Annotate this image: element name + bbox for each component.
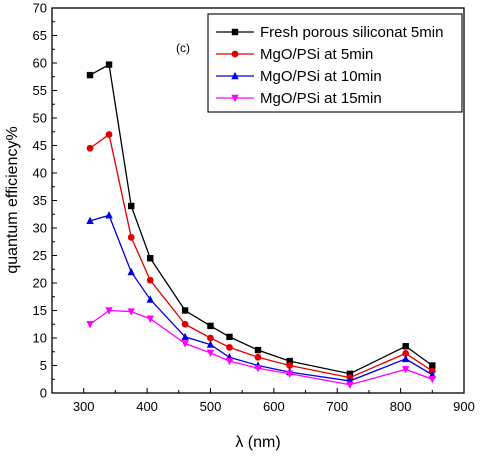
series-line [89,309,433,386]
data-point [428,376,437,384]
y-tick-label: 55 [33,83,47,98]
y-tick-label: 35 [33,193,47,208]
data-point [128,202,135,210]
legend-entry: Fresh porous siliconat 5min [216,24,443,41]
y-tick-label: 65 [33,28,47,43]
data-point [254,353,262,361]
x-tick-label: 300 [73,399,95,414]
y-tick-label: 5 [40,358,47,373]
data-point [181,320,189,328]
data-point [207,322,214,330]
legend-label: MgO/PSi at 10min [260,68,382,85]
data-point [86,321,94,329]
data-point [254,346,262,354]
legend-entry: MgO/PSi at 10min [216,68,382,85]
data-point [86,144,94,152]
data-point [105,61,113,68]
data-point [226,343,233,351]
series-layer [86,61,437,389]
data-point [225,357,234,366]
legend-marker [231,28,239,36]
series-line [89,214,433,382]
y-tick-label: 40 [33,166,47,181]
data-point [286,357,293,365]
panel-annotation: (c) [176,41,190,55]
y-axis-label: quantum efficiency% [4,126,21,273]
data-point [402,350,410,357]
y-tick-label: 0 [40,386,47,401]
legend-entry: MgO/PSi at 15min [216,90,382,107]
series-4 [86,307,437,389]
y-tick-label: 70 [33,1,47,16]
x-tick-label: 900 [453,399,475,414]
data-point [181,307,189,314]
data-point [206,349,215,358]
y-tick-label: 60 [33,56,47,71]
legend-label: MgO/PSi at 5min [260,46,373,63]
data-point [146,276,154,284]
x-tick-label: 700 [326,399,348,414]
y-tick-label: 50 [33,111,47,126]
series-line [89,133,433,379]
data-point [127,267,135,276]
y-tick-label: 30 [33,221,47,236]
data-point [206,340,215,348]
data-point [226,333,233,341]
data-point [105,211,113,219]
data-point [86,216,94,225]
legend-marker [231,71,239,80]
data-point [429,362,436,369]
data-point [254,365,262,373]
axes-layer: 300 400 500 600 700 800 900 0 5 10 15 20 25 30 35 40 45 5… [33,1,475,415]
data-point [127,233,135,241]
series-line [89,63,433,375]
data-point [127,308,135,316]
legend-entry: MgO/PSi at 5min [216,46,373,63]
legend-label: MgO/PSi at 15min [260,90,382,107]
x-tick-label: 600 [263,399,285,414]
data-point [181,340,189,348]
data-point [401,354,410,363]
legend-marker [231,50,239,58]
legend: Fresh porous siliconat 5min MgO/PSi at 5m… [207,13,463,113]
series-1 [86,61,436,377]
series-2 [86,131,436,381]
data-point [181,332,189,341]
data-point [105,307,113,315]
y-tick-label: 10 [33,331,47,346]
data-point [147,255,154,262]
legend-label: Fresh porous siliconat 5min [260,24,443,41]
data-point [105,131,113,138]
data-point [207,334,214,342]
x-axis-label: λ (nm) [235,434,280,451]
data-point [146,295,154,303]
data-point [285,370,294,378]
y-tick-label: 15 [33,303,47,318]
y-tick-label: 45 [33,138,47,153]
legend-box [207,13,463,113]
data-point [286,362,294,369]
data-point [402,343,409,350]
y-tick-label: 20 [33,276,47,291]
data-point [346,381,354,389]
data-point [146,315,154,323]
x-tick-label: 400 [136,399,158,414]
x-tick-label: 500 [200,399,222,414]
data-point [401,366,410,374]
data-point [86,71,94,79]
legend-marker [231,94,239,103]
y-tick-label: 25 [33,248,47,263]
x-tick-label: 800 [390,399,412,414]
data-point [346,370,354,377]
